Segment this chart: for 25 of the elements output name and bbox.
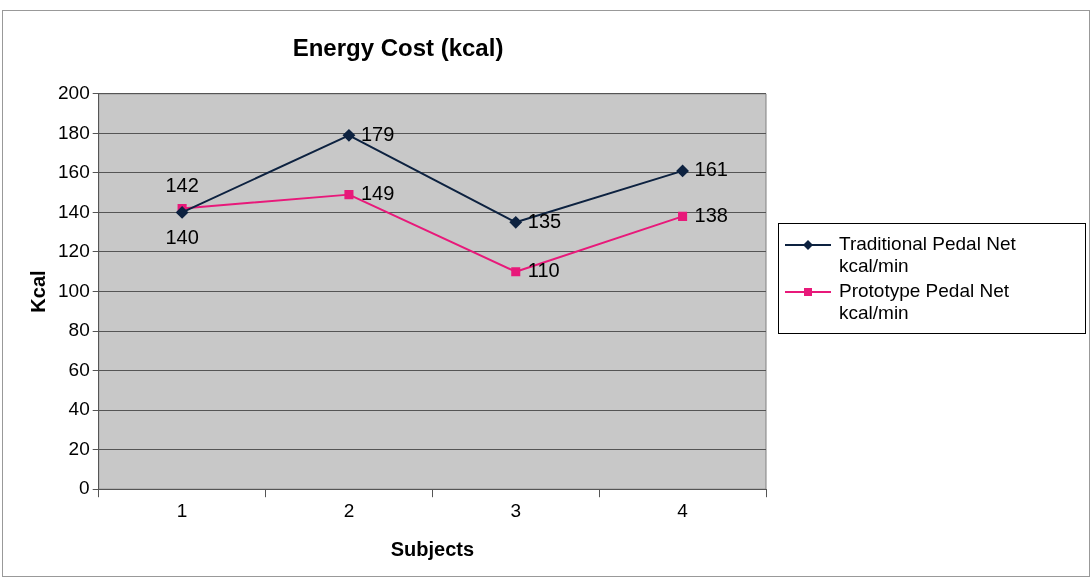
data-label: 135 xyxy=(527,209,562,232)
x-tick-label: 3 xyxy=(510,499,522,521)
data-label: 140 xyxy=(165,225,199,248)
x-tick-label: 1 xyxy=(176,499,188,521)
y-tick-label: 20 xyxy=(68,437,90,459)
data-label: 110 xyxy=(527,259,560,282)
y-tick-label: 120 xyxy=(58,240,90,262)
y-tick-label: 0 xyxy=(79,477,90,499)
x-axis-title: Subjects xyxy=(390,537,475,560)
y-tick-label: 100 xyxy=(58,279,90,301)
x-tick-label: 4 xyxy=(677,499,689,521)
legend-label: Traditional Pedal Net kcal/min xyxy=(839,233,1017,277)
legend-label: Prototype Pedal Net kcal/min xyxy=(839,280,1011,324)
data-label: 142 xyxy=(165,173,199,196)
y-tick-label: 200 xyxy=(58,82,90,104)
y-axis-title: Kcal xyxy=(26,270,49,313)
y-tick-label: 140 xyxy=(58,200,90,222)
x-tick-label: 2 xyxy=(343,499,355,521)
y-tick-label: 80 xyxy=(68,319,90,341)
data-label: 149 xyxy=(360,182,395,205)
y-tick-label: 180 xyxy=(58,121,90,143)
y-tick-label: 60 xyxy=(68,358,90,380)
chart-title: Energy Cost (kcal) xyxy=(292,34,504,62)
y-tick-label: 40 xyxy=(68,398,90,420)
y-tick-label: 160 xyxy=(58,161,90,183)
